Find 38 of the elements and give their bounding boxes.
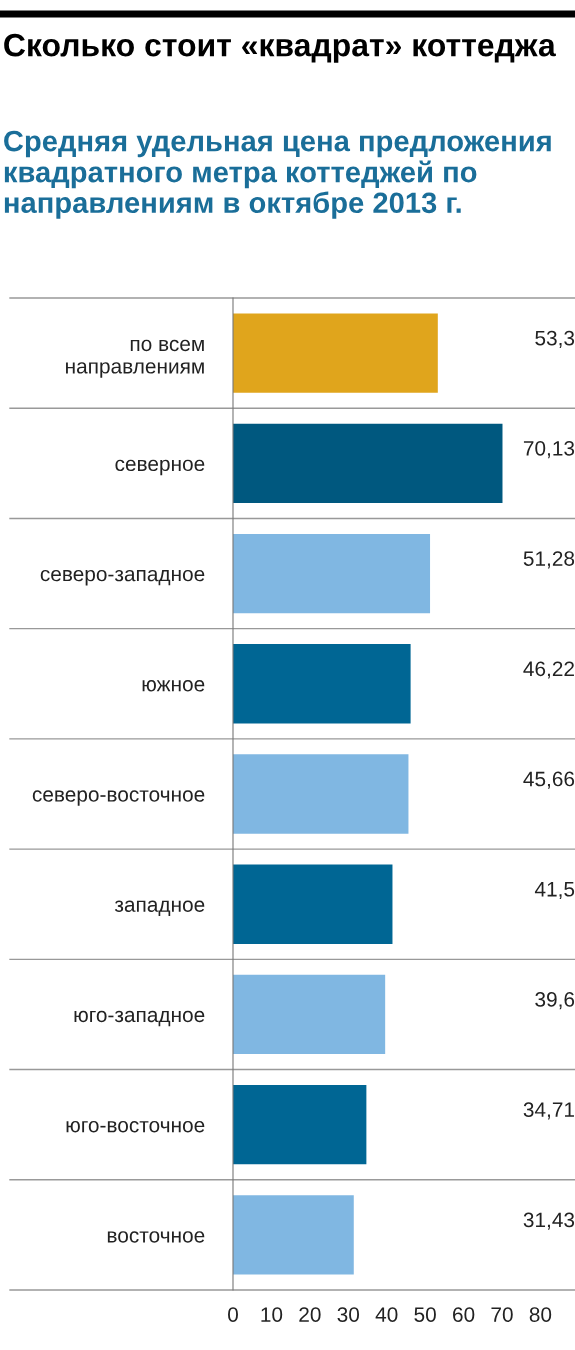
x-tick-label: 0 [228, 1307, 238, 1322]
data-label: 31,43 [523, 1212, 575, 1230]
y-tick-label: южное [142, 680, 205, 692]
chart-subtitle: Средняя удельная цена предложения квадратного метра коттеджей по направлениям в октябре 2013 г. [4, 130, 551, 219]
y-tick-label: юго-восточное [66, 1121, 205, 1133]
x-tick-label: 20 [299, 1307, 321, 1322]
data-label: 46,22 [523, 661, 574, 679]
data-label: 41,5 [534, 882, 575, 900]
bar [233, 423, 503, 504]
bar [233, 533, 431, 614]
x-tick-label: 40 [375, 1307, 398, 1322]
x-tick-label: 80 [529, 1307, 552, 1322]
data-label: 70,13 [523, 440, 575, 459]
x-tick-label: 10 [261, 1307, 283, 1322]
x-tick-label: 30 [337, 1307, 360, 1322]
data-label: 45,66 [523, 771, 575, 789]
bar [233, 864, 393, 944]
data-label: 39,6 [535, 992, 575, 1010]
y-tick-label: восточное [107, 1231, 205, 1243]
data-label: 34,71 [523, 1102, 574, 1120]
y-tick-label: северное [115, 459, 205, 476]
x-tick-label: 70 [491, 1307, 513, 1322]
x-tick-label: 50 [414, 1307, 436, 1322]
y-tick-label: юго-западное [74, 1010, 205, 1027]
data-label: 51,28 [523, 551, 575, 569]
y-tick-label: северо-восточное [32, 790, 205, 806]
x-tick-label: 60 [453, 1307, 475, 1322]
y-tick-label: по всем направлениям [66, 339, 204, 378]
bar [233, 313, 438, 393]
bar [233, 644, 411, 724]
chart-title: Сколько стоит «квадрат» коттеджа [4, 33, 556, 63]
data-label: 53,3 [535, 330, 575, 348]
y-tick-label: западное [114, 900, 205, 916]
y-tick-label: северо-западное [40, 569, 205, 586]
bar [233, 1195, 354, 1275]
bar [233, 754, 409, 834]
bar [233, 1084, 367, 1165]
bar [233, 974, 386, 1055]
